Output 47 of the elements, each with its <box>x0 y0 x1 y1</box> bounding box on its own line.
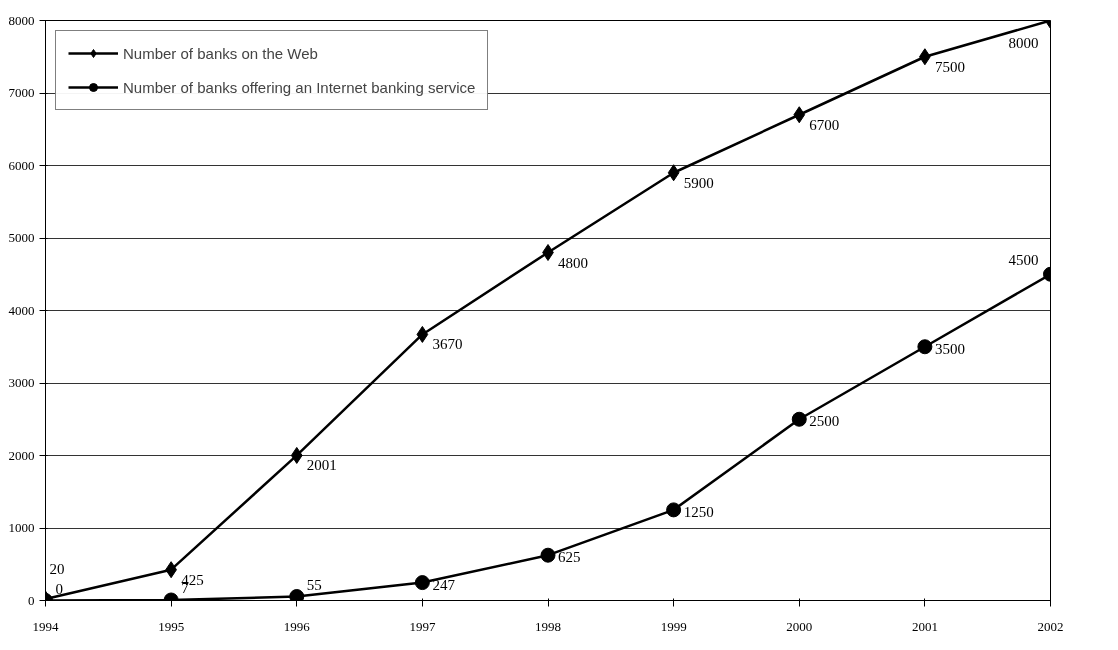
data-label: 2500 <box>809 413 840 430</box>
y-tick-label: 2000 <box>8 447 35 463</box>
point <box>666 502 682 518</box>
data-label: 0 <box>55 580 63 597</box>
data-label: 1250 <box>683 503 714 520</box>
y-tick-label: 7000 <box>8 85 35 100</box>
point <box>917 339 933 355</box>
x-tick-label: 1994 <box>32 618 59 634</box>
point <box>791 411 807 427</box>
y-tick-label: 6000 <box>8 157 35 173</box>
data-label: 4800 <box>558 254 588 271</box>
legend-label: Number of banks offering an Internet banking service <box>123 78 476 96</box>
x-tick-label: 2001 <box>911 618 938 634</box>
x-tick-label: 1999 <box>660 618 687 634</box>
point <box>667 164 680 182</box>
data-label: 2001 <box>306 457 337 474</box>
y-tick-label: 0 <box>28 592 35 608</box>
data-label: 7500 <box>934 58 965 75</box>
data-label: 6700 <box>809 116 840 133</box>
data-label: 55 <box>306 576 322 593</box>
x-tick-label: 2002 <box>1037 618 1064 634</box>
x-tick-label: 1998 <box>535 618 561 634</box>
data-label: 8000 <box>1008 34 1039 51</box>
x-tick-label: 1996 <box>283 618 311 634</box>
data-label: 3670 <box>432 336 463 353</box>
y-tick-label: 1000 <box>8 520 35 535</box>
point <box>542 244 554 261</box>
data-label: 625 <box>558 549 581 566</box>
data-label: 4500 <box>1008 252 1039 269</box>
x-tick-label: 1997 <box>409 618 436 634</box>
data-label: 20 <box>49 561 65 578</box>
point <box>414 575 430 591</box>
y-tick-label: 3000 <box>8 375 35 390</box>
data-label: 247 <box>432 576 456 593</box>
point <box>793 106 806 124</box>
point <box>416 325 429 343</box>
legend-label: Number of banks on the Web <box>123 44 319 62</box>
data-label: 5900 <box>683 174 714 191</box>
x-tick-label: 2000 <box>786 618 813 634</box>
point <box>289 589 305 601</box>
y-tick-label: 4000 <box>8 302 35 318</box>
y-tick-label: 8000 <box>8 12 35 28</box>
data-label: 3500 <box>934 340 965 357</box>
x-tick-label: 1995 <box>158 618 185 634</box>
y-tick-label: 5000 <box>8 230 35 245</box>
point <box>290 446 303 464</box>
point <box>540 547 556 563</box>
